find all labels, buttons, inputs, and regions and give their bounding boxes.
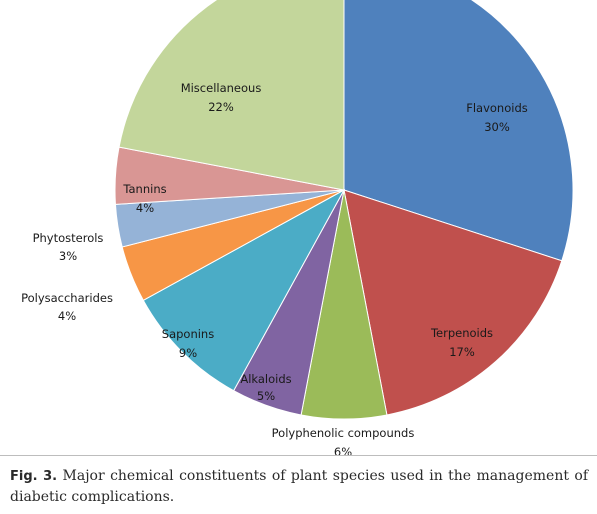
slice-label: Alkaloids: [240, 372, 291, 386]
pie-slices: [114, 0, 574, 420]
slice-label: Polysaccharides: [21, 291, 113, 305]
caption-prefix: Fig. 3.: [10, 469, 58, 484]
slice-terpenoids: [343, 189, 563, 416]
caption-text: Major chemical constituents of plant spe…: [10, 468, 588, 505]
slice-label: Phytosterols: [33, 231, 104, 245]
slice-label: Saponins: [162, 327, 214, 341]
slice-flavonoids: [343, 0, 574, 262]
slice-label: Polyphenolic compounds: [272, 426, 415, 440]
slice-value-label: 6%: [334, 445, 352, 459]
slice-saponins: [142, 188, 346, 392]
pie-labels: Flavonoids 30% Terpenoids 17% Polyphenolic c…: [21, 81, 528, 459]
slice-value-label: 30%: [484, 120, 510, 134]
slice-label: Terpenoids: [430, 326, 493, 340]
slice-value-label: 22%: [208, 100, 234, 114]
slice-value-label: 5%: [257, 389, 275, 403]
slice-value-label: 4%: [136, 201, 154, 215]
slice-label: Tannins: [122, 182, 166, 196]
slice-label: Flavonoids: [466, 101, 528, 115]
slice-label: Miscellaneous: [181, 81, 262, 95]
slice-value-label: 4%: [58, 309, 76, 323]
slice-miscellaneous: [118, 0, 345, 191]
caption-rule: [0, 455, 597, 456]
figure-caption: Fig. 3. Major chemical constituents of p…: [10, 466, 588, 508]
slice-value-label: 3%: [59, 249, 77, 263]
slice-value-label: 17%: [449, 345, 475, 359]
slice-value-label: 9%: [179, 346, 197, 360]
pie-chart: Flavonoids 30% Terpenoids 17% Polyphenolic c…: [21, 0, 574, 459]
